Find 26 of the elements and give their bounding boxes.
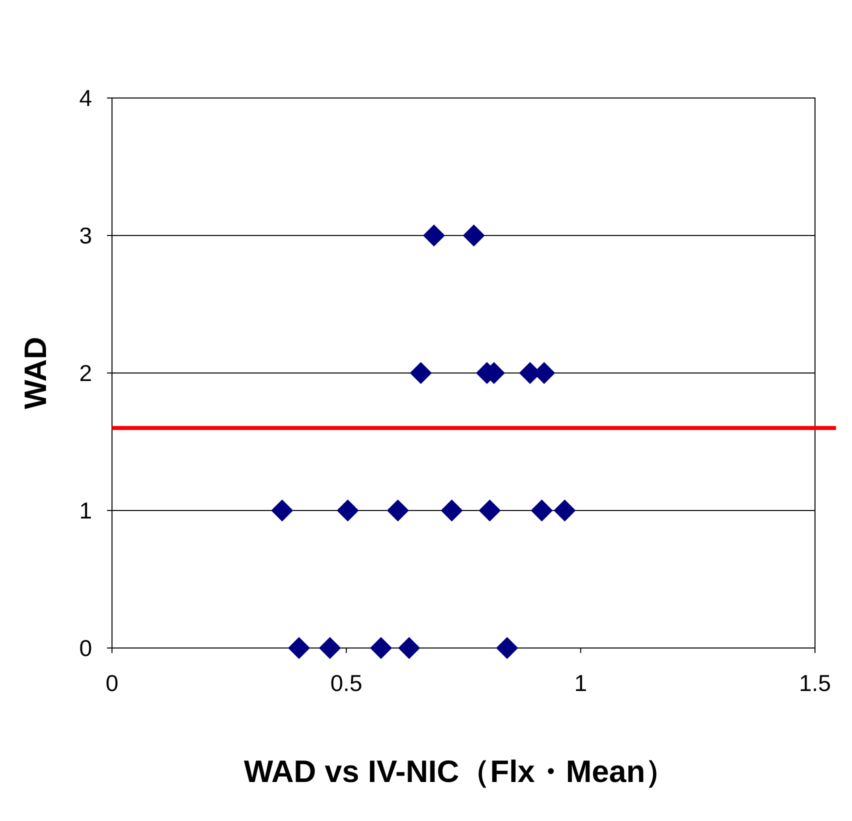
point xyxy=(398,637,420,659)
x-tick-label: 1 xyxy=(574,670,588,696)
point xyxy=(530,500,553,522)
point xyxy=(336,500,359,522)
y-tick-label: 1 xyxy=(79,498,92,524)
y-tick-label: 3 xyxy=(79,222,92,248)
point xyxy=(318,637,341,659)
y-axis-title: WAD xyxy=(18,336,53,410)
point xyxy=(554,500,576,522)
y-tick-label: 4 xyxy=(79,85,92,111)
point xyxy=(478,500,501,522)
point xyxy=(370,637,392,659)
point xyxy=(386,500,409,522)
point xyxy=(462,224,485,246)
point xyxy=(496,637,518,659)
y-tick-label: 0 xyxy=(79,635,92,661)
x-tick-label: 0.5 xyxy=(330,670,362,696)
y-tick-label: 2 xyxy=(79,360,92,386)
x-tick-label: 0 xyxy=(106,670,118,696)
point xyxy=(410,362,432,384)
point xyxy=(440,500,463,522)
point xyxy=(288,637,310,659)
x-tick-label: 1.5 xyxy=(799,670,831,696)
point xyxy=(271,500,294,522)
point xyxy=(422,224,445,246)
x-axis-title: WAD vs IV-NIC（Flx・Mean） xyxy=(244,754,676,789)
